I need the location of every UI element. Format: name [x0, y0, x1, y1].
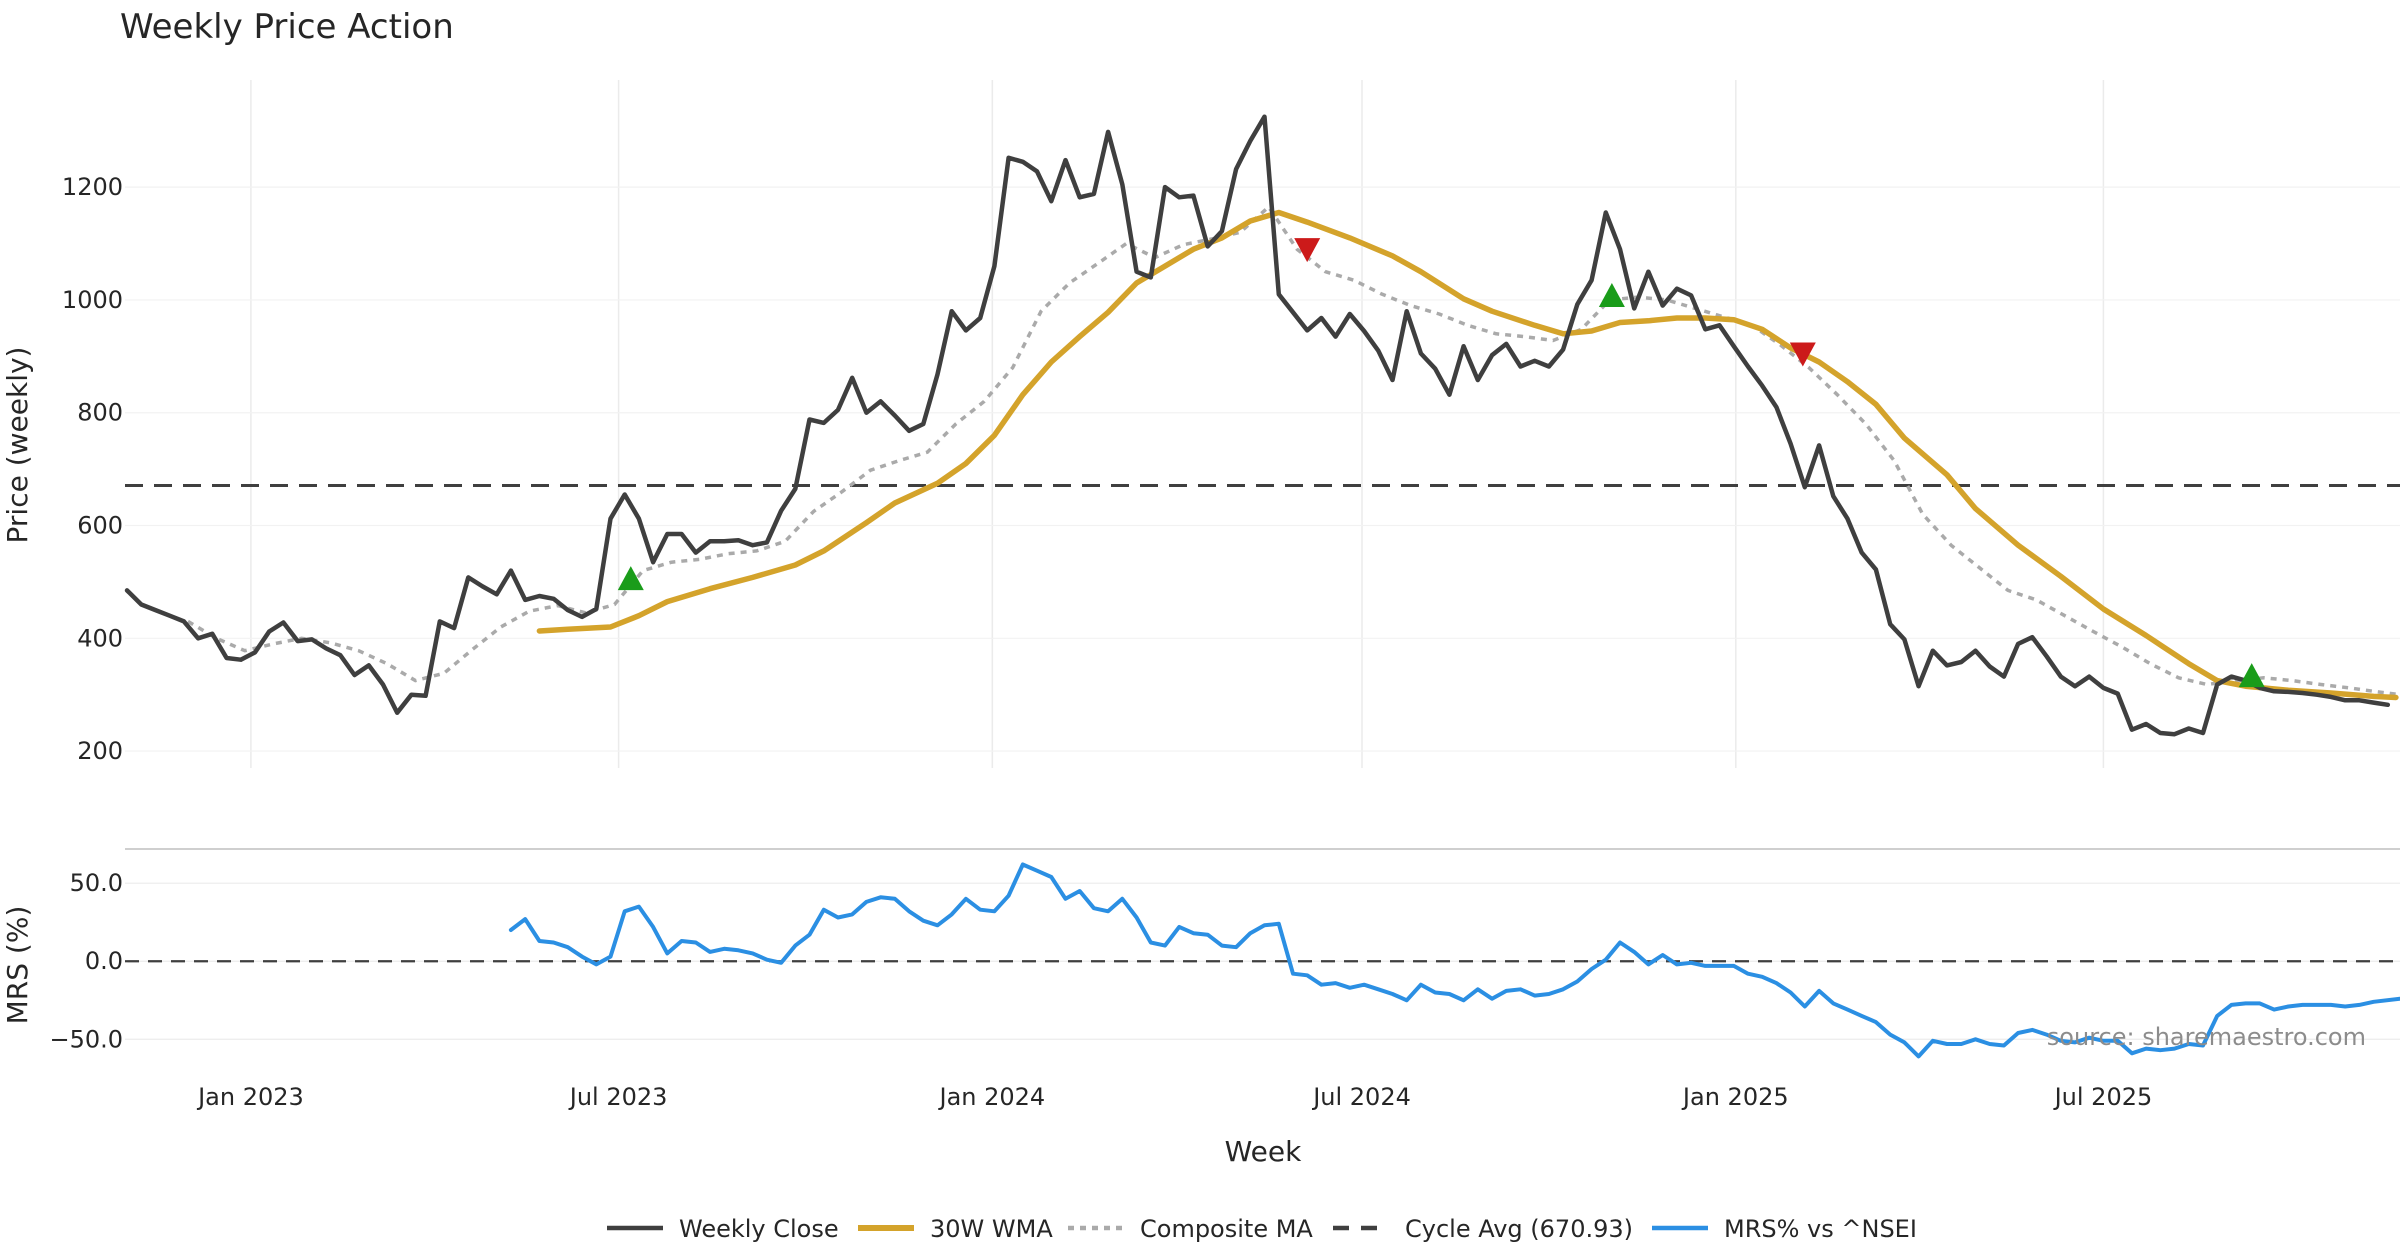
legend-label-close: Weekly Close	[679, 1215, 839, 1243]
x-axis: Jan 2023 Jul 2023 Jan 2024 Jul 2024 Jan 2025…	[196, 1083, 2152, 1111]
x-tick-label: Jul 2024	[1311, 1083, 1411, 1111]
price-y-tick-label: 800	[77, 399, 123, 427]
source-note: source: sharemaestro.com	[2047, 1023, 2366, 1051]
x-tick-label: Jul 2023	[568, 1083, 668, 1111]
buy-signal-marker	[1598, 282, 1625, 308]
mrs-panel-grid: 50.0 0.0 −50.0	[49, 848, 2400, 1053]
legend-label-composite: Composite MA	[1140, 1215, 1313, 1243]
price-axis-title: Price (weekly)	[1, 347, 34, 544]
series-composite-ma	[187, 205, 2400, 697]
sell-signal-marker	[1294, 238, 1321, 263]
series-weekly-close	[124, 114, 2391, 737]
price-y-tick-label: 1200	[62, 173, 123, 201]
legend: Weekly Close 30W WMA Composite MA Cycle Avg…	[607, 1215, 1917, 1243]
series-mrs-vs-nsei	[508, 862, 2400, 1059]
price-y-tick-label: 400	[77, 624, 123, 652]
buy-signal-marker	[617, 566, 644, 591]
price-panel	[124, 114, 2400, 737]
mrs-panel	[125, 862, 2400, 1059]
buy-signal-marker	[2238, 663, 2265, 688]
mrs-axis-title: MRS (%)	[1, 906, 34, 1025]
legend-label-cycle: Cycle Avg (670.93)	[1405, 1215, 1633, 1243]
chart-title: Weekly Price Action	[120, 7, 454, 47]
x-tick-label: Jan 2025	[1681, 1083, 1789, 1111]
x-tick-label: Jan 2024	[937, 1083, 1045, 1111]
price-y-tick-label: 1000	[62, 286, 123, 314]
legend-label-mrs: MRS% vs ^NSEI	[1724, 1215, 1917, 1243]
x-tick-label: Jul 2025	[2053, 1083, 2153, 1111]
x-axis-title: Week	[1225, 1135, 1302, 1168]
sell-signal-marker	[1789, 342, 1816, 367]
series-30w-wma	[536, 209, 2399, 701]
mrs-y-tick-label: −50.0	[49, 1025, 123, 1053]
price-y-tick-label: 200	[77, 737, 123, 765]
legend-label-wma: 30W WMA	[930, 1215, 1053, 1243]
price-y-tick-label: 600	[77, 512, 123, 540]
x-tick-label: Jan 2023	[196, 1083, 304, 1111]
mrs-y-tick-label: 50.0	[70, 869, 123, 897]
price-panel-grid: 200 400 600 800 1000 1200	[62, 80, 2400, 768]
mrs-y-tick-label: 0.0	[85, 947, 123, 975]
